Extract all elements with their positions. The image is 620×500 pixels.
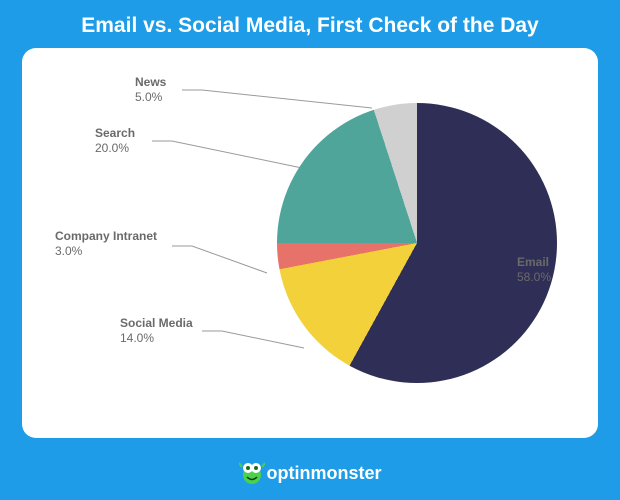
pie-chart xyxy=(277,103,557,383)
label-social-name: Social Media xyxy=(120,316,193,331)
brand-footer: optinmonster xyxy=(0,461,620,490)
label-social-pct: 14.0% xyxy=(120,331,193,346)
label-intranet-name: Company Intranet xyxy=(55,229,157,244)
chart-title: Email vs. Social Media, First Check of t… xyxy=(0,0,620,48)
label-email: Email 58.0% xyxy=(517,255,551,285)
label-social: Social Media 14.0% xyxy=(120,316,193,346)
label-email-pct: 58.0% xyxy=(517,270,551,285)
label-search-name: Search xyxy=(95,126,135,141)
label-intranet-pct: 3.0% xyxy=(55,244,157,259)
label-email-name: Email xyxy=(517,255,551,270)
chart-card: Email 58.0% Social Media 14.0% Company I… xyxy=(22,48,598,438)
label-intranet: Company Intranet 3.0% xyxy=(55,229,157,259)
label-search-pct: 20.0% xyxy=(95,141,135,156)
brand-name: optinmonster xyxy=(267,463,382,483)
mascot-icon xyxy=(239,461,265,490)
label-news: News 5.0% xyxy=(135,75,166,105)
label-search: Search 20.0% xyxy=(95,126,135,156)
label-news-pct: 5.0% xyxy=(135,90,166,105)
label-news-name: News xyxy=(135,75,166,90)
